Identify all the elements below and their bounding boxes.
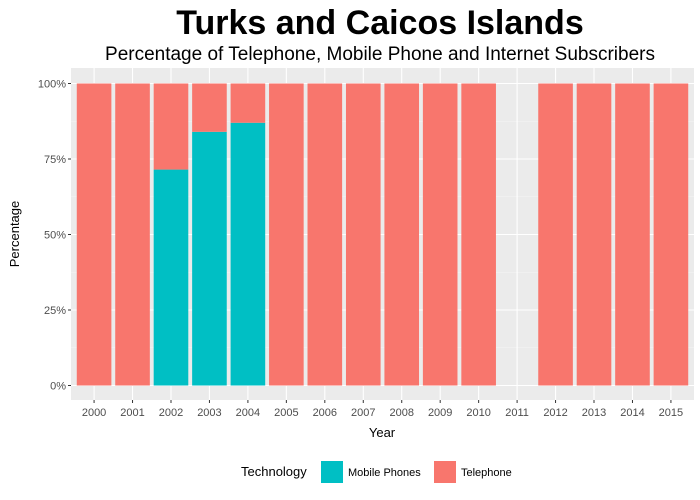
y-tick-label: 0% — [50, 381, 66, 393]
bar-telephone-2000 — [76, 83, 112, 386]
y-axis-title: Percentage — [7, 201, 22, 268]
chart-subtitle: Percentage of Telephone, Mobile Phone an… — [105, 44, 655, 65]
bar-telephone-2007 — [345, 83, 381, 386]
bar-telephone-2009 — [422, 83, 458, 386]
x-tick-label: 2000 — [82, 407, 106, 419]
x-tick-label: 2015 — [659, 407, 683, 419]
x-tick-label: 2013 — [582, 407, 606, 419]
bar-telephone-2012 — [538, 83, 573, 386]
x-tick-label: 2001 — [120, 407, 144, 419]
bar-telephone-2001 — [115, 83, 150, 386]
x-tick-label: 2003 — [197, 407, 221, 419]
y-tick-label: 100% — [38, 79, 66, 91]
x-tick-label: 2008 — [389, 407, 413, 419]
y-tick-label: 25% — [44, 305, 66, 317]
x-tick-label: 2007 — [351, 407, 375, 419]
legend-swatch-telephone — [434, 461, 456, 483]
bar-telephone-2006 — [307, 83, 343, 386]
bar-telephone-2010 — [461, 83, 496, 386]
x-tick-label: 2005 — [274, 407, 298, 419]
x-tick-label: 2010 — [466, 407, 490, 419]
x-tick-label: 2014 — [620, 407, 644, 419]
bar-telephone-2003 — [192, 83, 227, 132]
x-axis-title: Year — [369, 425, 396, 440]
y-axis-ticks: 0% 25% 50% 75% 100% — [38, 79, 71, 393]
bar-telephone-2005 — [269, 83, 304, 386]
x-tick-label: 2006 — [313, 407, 337, 419]
bar-telephone-2014 — [615, 83, 650, 386]
x-tick-label: 2011 — [505, 407, 529, 419]
bar-mobile-phones-2003 — [192, 131, 227, 386]
legend-title: Technology — [241, 464, 307, 479]
bar-telephone-2015 — [653, 83, 689, 386]
bar-mobile-phones-2002 — [153, 169, 189, 386]
legend-swatch-mobile-phones — [321, 461, 343, 483]
bar-telephone-2013 — [576, 83, 612, 386]
legend-label-mobile-phones: Mobile Phones — [348, 467, 421, 479]
legend: Technology Mobile Phones Telephone — [241, 461, 512, 483]
x-tick-label: 2002 — [159, 407, 183, 419]
y-tick-label: 75% — [44, 154, 66, 166]
bar-telephone-2008 — [384, 83, 420, 386]
x-axis-ticks: 2000 2001 2002 2003 2004 2005 2006 2007 2008 2009… — [82, 400, 683, 419]
chart-title: Turks and Caicos Islands — [176, 4, 584, 42]
bars-group — [76, 83, 689, 386]
legend-label-telephone: Telephone — [461, 467, 512, 479]
x-tick-label: 2009 — [428, 407, 452, 419]
bar-telephone-2002 — [153, 83, 189, 170]
y-tick-label: 50% — [44, 230, 66, 242]
x-tick-label: 2004 — [236, 407, 260, 419]
bar-telephone-2004 — [230, 83, 266, 123]
x-tick-label: 2012 — [543, 407, 567, 419]
bar-mobile-phones-2004 — [230, 122, 266, 386]
